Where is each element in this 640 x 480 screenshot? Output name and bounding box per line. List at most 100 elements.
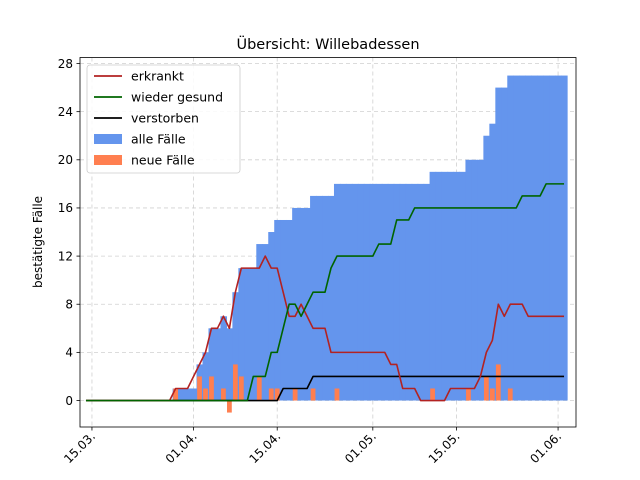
bar-neue-faelle bbox=[268, 388, 274, 401]
y-tick-label: 28 bbox=[58, 57, 73, 71]
bar-alle-faelle bbox=[220, 316, 228, 401]
bar-neue-faelle bbox=[292, 388, 298, 401]
legend-label: wieder gesund bbox=[131, 90, 223, 105]
bar-alle-faelle bbox=[262, 244, 269, 401]
bar-alle-faelle bbox=[333, 183, 341, 401]
bar-alle-faelle bbox=[322, 195, 329, 401]
bar-alle-faelle bbox=[393, 183, 401, 401]
bar-neue-faelle bbox=[221, 388, 226, 401]
bar-alle-faelle bbox=[375, 183, 383, 401]
bar-alle-faelle bbox=[328, 195, 335, 401]
bar-alle-faelle bbox=[250, 268, 257, 401]
bar-alle-faelle bbox=[345, 183, 353, 401]
bar-alle-faelle bbox=[363, 183, 371, 401]
bar-alle-faelle bbox=[238, 268, 245, 401]
bar-alle-faelle bbox=[477, 159, 484, 401]
line-layer bbox=[85, 183, 565, 402]
legend-label: erkrankt bbox=[131, 69, 184, 84]
bar-alle-faelle bbox=[411, 183, 419, 401]
bar-alle-faelle bbox=[453, 171, 461, 401]
bar-alle-faelle bbox=[280, 219, 287, 401]
bar-alle-faelle bbox=[310, 195, 317, 401]
bar-neue-faelle bbox=[256, 376, 262, 401]
bar-alle-faelle bbox=[501, 87, 508, 401]
bar-alle-faelle bbox=[483, 135, 490, 401]
line-wieder-gesund bbox=[85, 183, 565, 402]
bar-neue-faelle bbox=[507, 388, 513, 401]
bar-neue-faelle bbox=[203, 388, 208, 401]
bar-neue-faelle bbox=[334, 388, 340, 401]
legend-label: neue Fälle bbox=[131, 153, 195, 168]
chart-title: Übersicht: Willebadessen bbox=[236, 35, 419, 53]
bar-alle-faelle bbox=[202, 352, 210, 401]
bar-alle-faelle bbox=[471, 159, 478, 401]
bar-neue-faelle bbox=[489, 388, 495, 401]
bar-alle-faelle bbox=[208, 328, 216, 401]
bar-alle-faelle bbox=[178, 388, 186, 401]
bar-neue-faelle bbox=[197, 376, 202, 401]
bar-neue-faelle bbox=[232, 364, 238, 401]
legend-label: verstorben bbox=[131, 111, 199, 126]
bar-alle-faelle bbox=[357, 183, 365, 401]
bar-neue-faelle bbox=[466, 388, 471, 401]
bar-alle-faelle bbox=[381, 183, 389, 401]
bar-alle-faelle bbox=[256, 244, 263, 401]
bar-alle-faelle bbox=[351, 183, 359, 401]
bar-alle-faelle bbox=[459, 171, 467, 401]
legend-label: alle Fälle bbox=[131, 132, 186, 147]
bar-alle-faelle bbox=[268, 232, 275, 401]
bar-neue-faelle bbox=[483, 376, 489, 401]
y-axis-label: bestätigte Fälle bbox=[31, 196, 45, 288]
bar-alle-faelle bbox=[232, 292, 239, 401]
bar-alle-faelle bbox=[495, 87, 502, 401]
bar-alle-faelle bbox=[316, 195, 323, 401]
bar-alle-faelle bbox=[387, 183, 395, 401]
bar-neue-faelle bbox=[227, 400, 232, 413]
legend: erkrankt wieder gesund verstorben alle Fäll… bbox=[86, 64, 241, 174]
bar-alle-faelle bbox=[519, 75, 526, 401]
bar-alle-faelle bbox=[441, 171, 449, 401]
bar-alle-faelle bbox=[274, 219, 281, 401]
bar-alle-faelle bbox=[369, 183, 377, 401]
bar-alle-faelle bbox=[435, 171, 443, 401]
bar-alle-faelle bbox=[543, 75, 550, 401]
bar-neue-faelle bbox=[430, 388, 435, 401]
legend-swatch-patch bbox=[94, 155, 122, 165]
bar-neue-faelle bbox=[238, 376, 244, 401]
y-tick-label: 8 bbox=[65, 298, 73, 312]
y-tick-label: 20 bbox=[58, 153, 73, 167]
bar-alle-faelle bbox=[513, 75, 520, 401]
bar-neue-faelle bbox=[173, 388, 179, 401]
bar-alle-faelle bbox=[525, 75, 532, 401]
bar-alle-faelle bbox=[549, 75, 556, 401]
y-tick-label: 4 bbox=[65, 346, 73, 360]
y-tick-label: 24 bbox=[58, 105, 73, 119]
legend-box bbox=[86, 64, 241, 174]
bar-alle-faelle bbox=[190, 388, 198, 401]
bar-alle-faelle bbox=[286, 219, 293, 401]
bar-alle-faelle bbox=[531, 75, 538, 401]
y-tick-label: 0 bbox=[65, 394, 73, 408]
bar-alle-faelle bbox=[447, 171, 455, 401]
bar-neue-faelle bbox=[209, 376, 214, 401]
bar-alle-faelle bbox=[405, 183, 413, 401]
bar-alle-faelle bbox=[226, 328, 233, 401]
bar-alle-faelle bbox=[429, 171, 437, 401]
bar-alle-faelle bbox=[507, 75, 514, 401]
bar-alle-faelle bbox=[489, 123, 496, 401]
bar-alle-faelle bbox=[561, 75, 568, 401]
bar-alle-faelle bbox=[339, 183, 347, 401]
legend-swatch-patch bbox=[94, 134, 122, 144]
bar-neue-faelle bbox=[274, 388, 280, 401]
bar-alle-faelle bbox=[537, 75, 544, 401]
y-tick-label: 16 bbox=[58, 201, 73, 215]
bar-alle-faelle bbox=[423, 183, 431, 401]
bar-neue-faelle bbox=[310, 388, 316, 401]
bar-alle-faelle bbox=[214, 328, 222, 401]
bar-alle-faelle bbox=[555, 75, 562, 401]
line-erkrankt bbox=[85, 255, 565, 402]
bar-alle-faelle bbox=[399, 183, 407, 401]
bar-alle-faelle bbox=[244, 268, 251, 401]
y-tick-label: 12 bbox=[58, 249, 73, 263]
